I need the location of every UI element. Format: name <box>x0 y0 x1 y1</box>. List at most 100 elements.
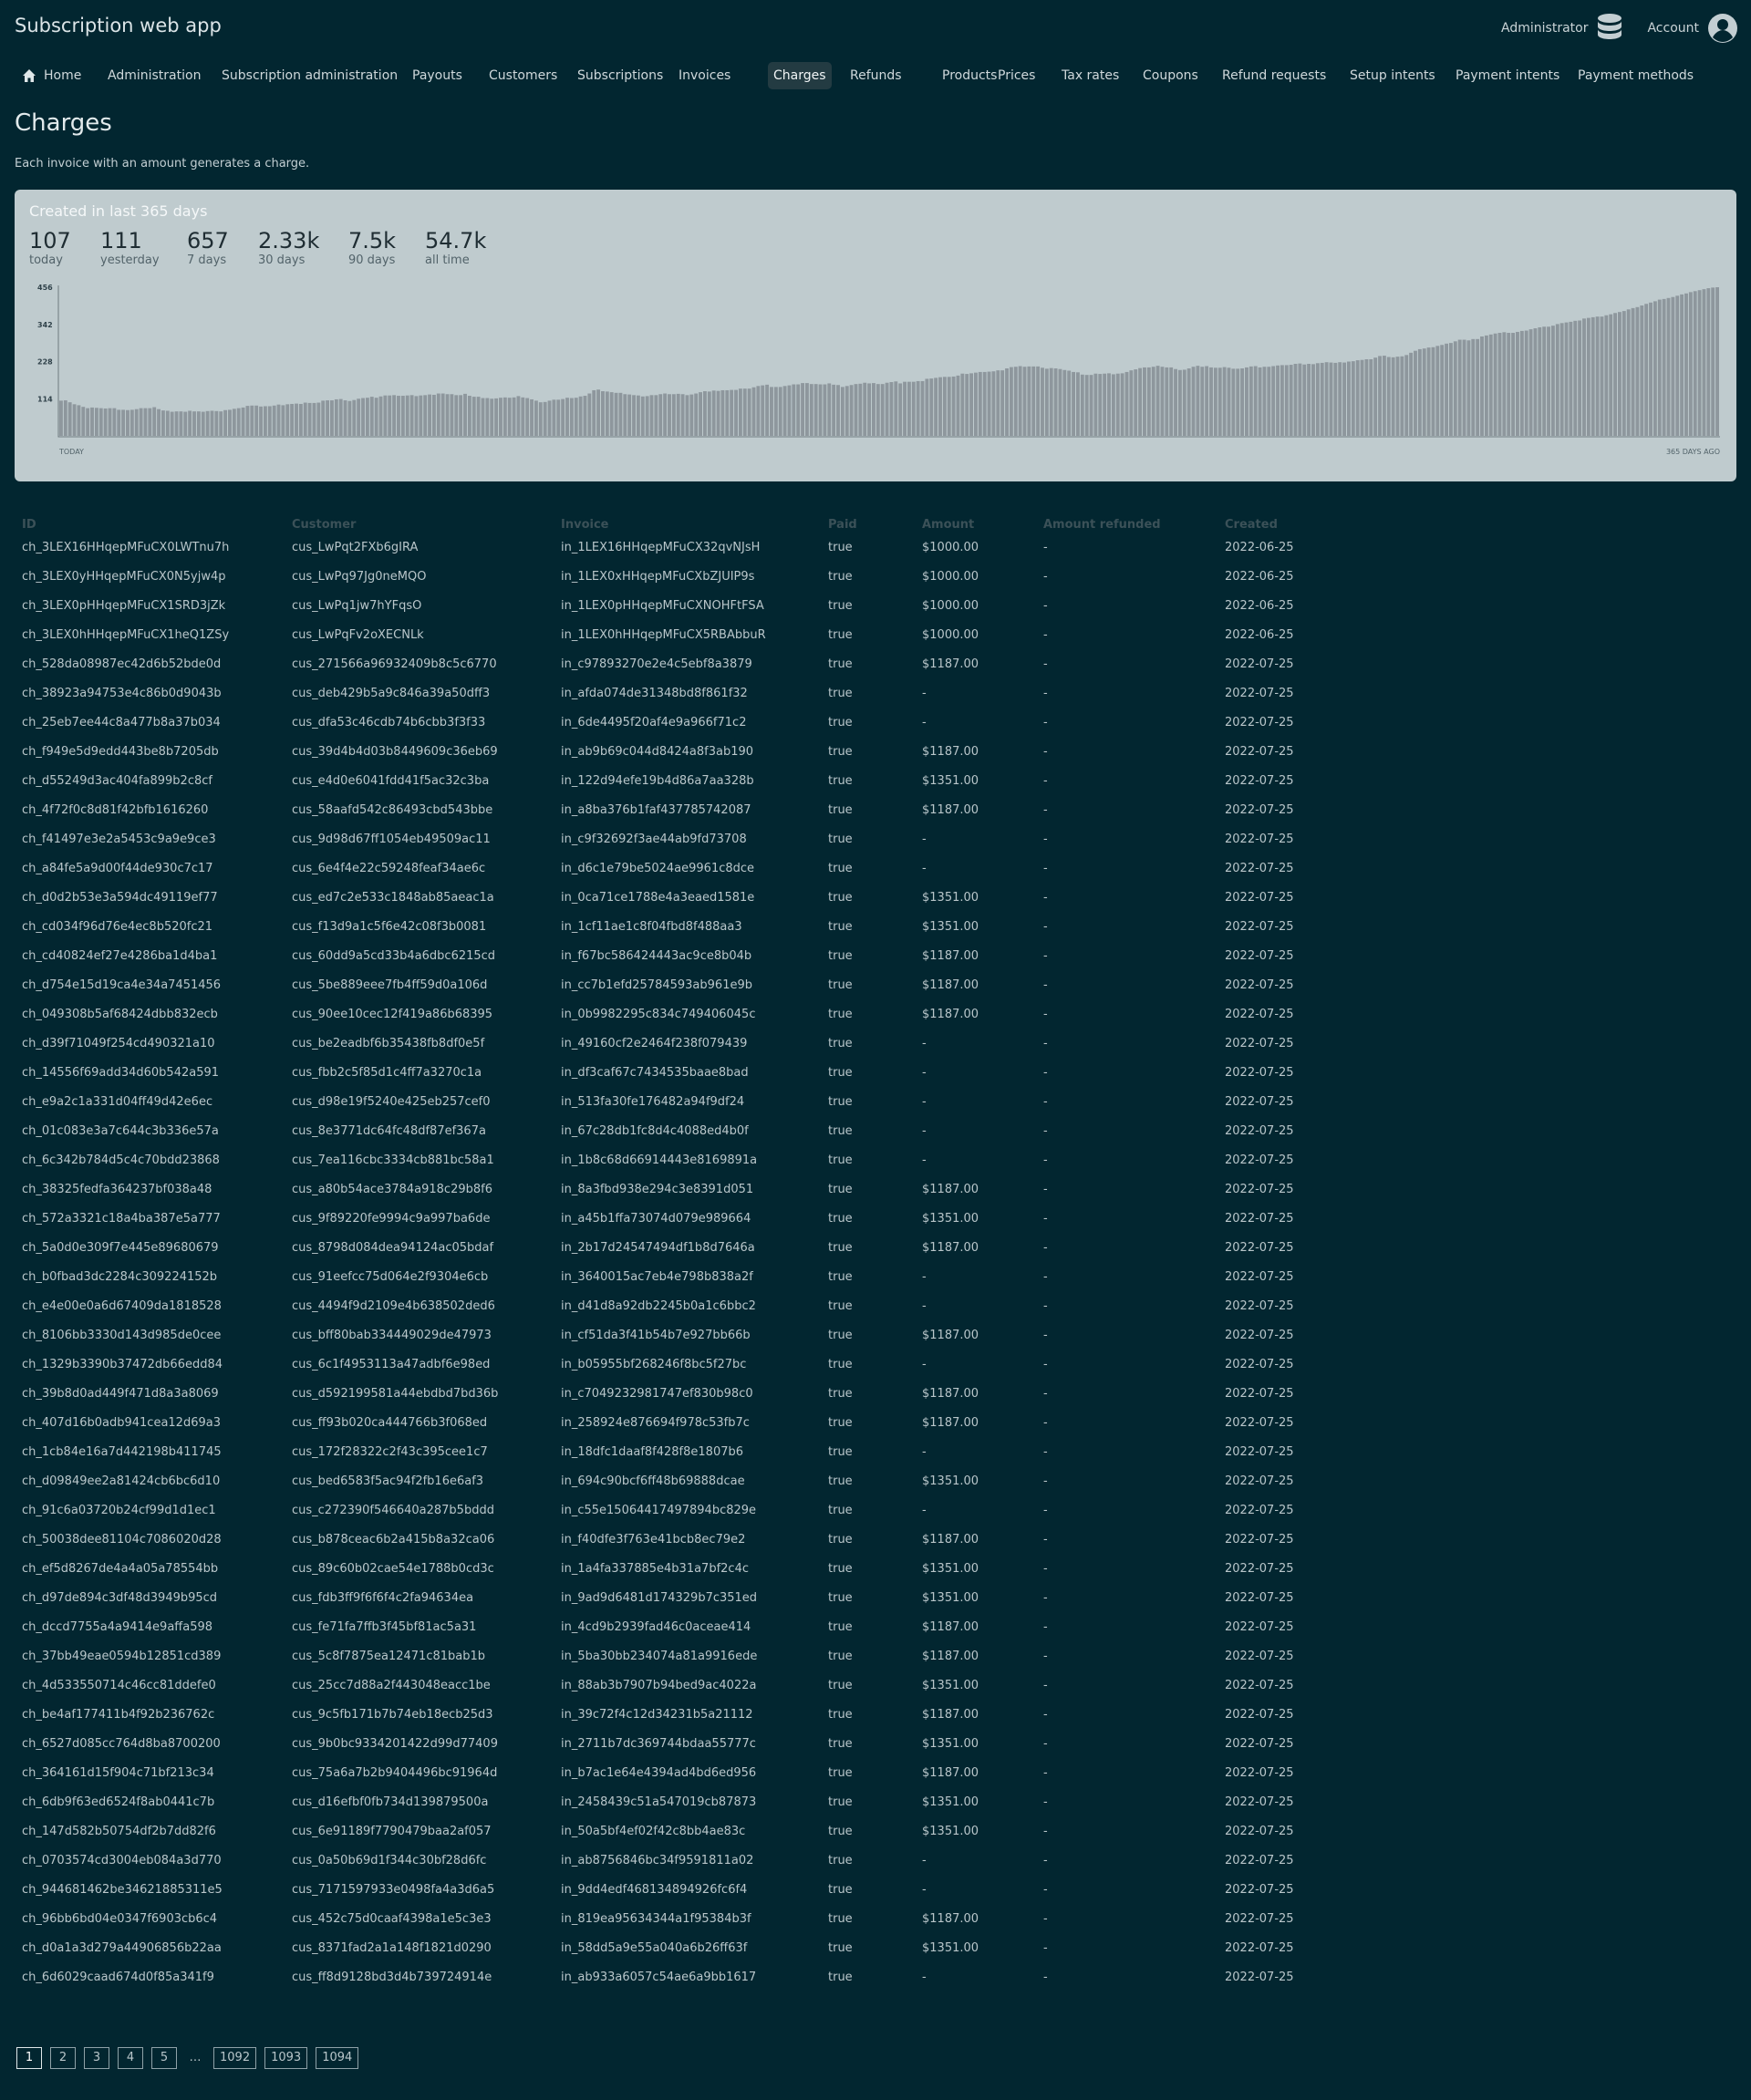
cell-invoice[interactable]: in_18dfc1daaf8f428f8e1807b6 <box>561 1445 744 1459</box>
cell-customer[interactable]: cus_e4d0e6041fdd41f5ac32c3ba <box>292 774 490 788</box>
nav-item-subscription-administration[interactable]: Subscription administration <box>216 62 403 89</box>
cell-customer[interactable]: cus_39d4b4d03b8449609c36eb69 <box>292 745 498 759</box>
cell-customer[interactable]: cus_LwPqt2FXb6gIRA <box>292 541 419 554</box>
table-row[interactable]: ch_d754e15d19ca4e34a7451456 cus_5be889eee… <box>15 978 1294 1008</box>
table-row[interactable]: ch_e4e00e0a6d67409da1818528 cus_4494f9d21… <box>15 1299 1294 1329</box>
cell-customer[interactable]: cus_5c8f7875ea12471c81bab1b <box>292 1650 486 1663</box>
cell-customer[interactable]: cus_d592199581a44ebdbd7bd36b <box>292 1387 499 1401</box>
table-row[interactable]: ch_1cb84e16a7d442198b411745 cus_172f28322… <box>15 1445 1294 1474</box>
cell-customer[interactable]: cus_9d98d67ff1054eb49509ac11 <box>292 833 491 846</box>
cell-invoice[interactable]: in_8a3fbd938e294c3e8391d051 <box>561 1183 754 1196</box>
cell-invoice[interactable]: in_4cd9b2939fad46c0aceae414 <box>561 1620 751 1634</box>
table-row[interactable]: ch_ef5d8267de4a4a05a78554bb cus_89c60b02c… <box>15 1562 1294 1591</box>
table-row[interactable]: ch_8106bb3330d143d985de0cee cus_bff80bab3… <box>15 1329 1294 1358</box>
cell-invoice[interactable]: in_f67bc586424443ac9ce8b04b <box>561 949 752 963</box>
cell-id[interactable]: ch_407d16b0adb941cea12d69a3 <box>22 1416 221 1430</box>
cell-id[interactable]: ch_50038dee81104c7086020d28 <box>22 1533 222 1547</box>
page-button-1092[interactable]: 1092 <box>213 2047 257 2069</box>
cell-id[interactable]: ch_944681462be34621885311e5 <box>22 1883 223 1897</box>
table-row[interactable]: ch_3LEX0hHHqepMFuCX1heQ1ZSy cus_LwPqFv2oX… <box>15 628 1294 657</box>
cell-id[interactable]: ch_cd40824ef27e4286ba1d4ba1 <box>22 949 218 963</box>
cell-id[interactable]: ch_3LEX0hHHqepMFuCX1heQ1ZSy <box>22 628 230 642</box>
table-row[interactable]: ch_50038dee81104c7086020d28 cus_b878ceac6… <box>15 1533 1294 1562</box>
cell-customer[interactable]: cus_a80b54ace3784a918c29b8f6 <box>292 1183 492 1196</box>
cell-customer[interactable]: cus_dfa53c46cdb74b6cbb3f3f33 <box>292 716 486 729</box>
table-row[interactable]: ch_f41497e3e2a5453c9a9e9ce3 cus_9d98d67ff… <box>15 833 1294 862</box>
cell-id[interactable]: ch_d754e15d19ca4e34a7451456 <box>22 978 222 992</box>
cell-invoice[interactable]: in_c9f32692f3ae44ab9fd73708 <box>561 833 747 846</box>
nav-item-refund-requests[interactable]: Refund requests <box>1217 62 1331 89</box>
cell-id[interactable]: ch_39b8d0ad449f471d8a3a8069 <box>22 1387 219 1401</box>
cell-id[interactable]: ch_572a3321c18a4ba387e5a777 <box>22 1212 221 1226</box>
table-row[interactable]: ch_6527d085cc764d8ba8700200 cus_9b0bc9334… <box>15 1737 1294 1766</box>
table-row[interactable]: ch_d39f71049f254cd490321a10 cus_be2eadbf6… <box>15 1037 1294 1066</box>
table-row[interactable]: ch_049308b5af68424dbb832ecb cus_90ee10cec… <box>15 1008 1294 1037</box>
table-row[interactable]: ch_d97de894c3df48d3949b95cd cus_fdb3ff9f6… <box>15 1591 1294 1620</box>
nav-item-setup-intents[interactable]: Setup intents <box>1344 62 1441 89</box>
cell-id[interactable]: ch_1329b3390b37472db66edd84 <box>22 1358 223 1371</box>
cell-customer[interactable]: cus_d98e19f5240e425eb257cef0 <box>292 1095 491 1109</box>
cell-id[interactable]: ch_1cb84e16a7d442198b411745 <box>22 1445 222 1459</box>
page-button-3[interactable]: 3 <box>84 2047 109 2069</box>
cell-id[interactable]: ch_ef5d8267de4a4a05a78554bb <box>22 1562 219 1576</box>
cell-customer[interactable]: cus_d16efbf0fb734d139879500a <box>292 1795 489 1809</box>
cell-customer[interactable]: cus_0a50b69d1f344c30bf28d6fc <box>292 1854 487 1867</box>
cell-id[interactable]: ch_6527d085cc764d8ba8700200 <box>22 1737 221 1751</box>
cell-invoice[interactable]: in_cf51da3f41b54b7e927bb66b <box>561 1329 751 1342</box>
nav-item-subscriptions[interactable]: Subscriptions <box>572 62 668 89</box>
page-button-1093[interactable]: 1093 <box>264 2047 308 2069</box>
cell-customer[interactable]: cus_271566a96932409b8c5c6770 <box>292 657 497 671</box>
cell-customer[interactable]: cus_9c5fb171b7b74eb18ecb25d3 <box>292 1708 493 1722</box>
table-row[interactable]: ch_39b8d0ad449f471d8a3a8069 cus_d59219958… <box>15 1387 1294 1416</box>
cell-id[interactable]: ch_96bb6bd04e0347f6903cb6c4 <box>22 1912 218 1926</box>
cell-invoice[interactable]: in_88ab3b7907b94bed9ac4022a <box>561 1679 757 1692</box>
nav-item-customers[interactable]: Customers <box>483 62 563 89</box>
nav-item-payouts[interactable]: Payouts <box>407 62 468 89</box>
cell-invoice[interactable]: in_2b17d24547494df1b8d7646a <box>561 1241 755 1255</box>
cell-id[interactable]: ch_0703574cd3004eb084a3d770 <box>22 1854 222 1867</box>
nav-item-payment-intents[interactable]: Payment intents <box>1450 62 1565 89</box>
page-button-4[interactable]: 4 <box>118 2047 143 2069</box>
cell-id[interactable]: ch_37bb49eae0594b12851cd389 <box>22 1650 222 1663</box>
column-header-paid[interactable]: Paid <box>828 518 857 532</box>
column-header-amount[interactable]: Amount <box>922 518 975 532</box>
table-row[interactable]: ch_528da08987ec42d6b52bde0d cus_271566a96… <box>15 657 1294 687</box>
cell-customer[interactable]: cus_fdb3ff9f6f6f4c2fa94634ea <box>292 1591 474 1605</box>
cell-id[interactable]: ch_d0d2b53e3a594dc49119ef77 <box>22 891 218 905</box>
cell-invoice[interactable]: in_6de4495f20af4e9a966f71c2 <box>561 716 747 729</box>
table-row[interactable]: ch_4f72f0c8d81f42bfb1616260 cus_58aafd542… <box>15 803 1294 833</box>
cell-invoice[interactable]: in_3640015ac7eb4e798b838a2f <box>561 1270 753 1284</box>
cell-customer[interactable]: cus_5be889eee7fb4ff59d0a106d <box>292 978 488 992</box>
cell-customer[interactable]: cus_fe71fa7ffb3f45bf81ac5a31 <box>292 1620 477 1634</box>
table-row[interactable]: ch_d0d2b53e3a594dc49119ef77 cus_ed7c2e533… <box>15 891 1294 920</box>
cell-customer[interactable]: cus_58aafd542c86493cbd543bbe <box>292 803 493 817</box>
cell-invoice[interactable]: in_c7049232981747ef830b98c0 <box>561 1387 753 1401</box>
cell-invoice[interactable]: in_f40dfe3f763e41bcb8ec79e2 <box>561 1533 746 1547</box>
cell-customer[interactable]: cus_9b0bc9334201422d99d77409 <box>292 1737 498 1751</box>
cell-invoice[interactable]: in_ab933a6057c54ae6a9bb1617 <box>561 1971 757 1984</box>
column-header-amount-refunded[interactable]: Amount refunded <box>1043 518 1161 532</box>
table-row[interactable]: ch_38923a94753e4c86b0d9043b cus_deb429b5a… <box>15 687 1294 716</box>
table-row[interactable]: ch_e9a2c1a331d04ff49d42e6ec cus_d98e19f52… <box>15 1095 1294 1124</box>
table-row[interactable]: ch_d55249d3ac404fa899b2c8cf cus_e4d0e6041… <box>15 774 1294 803</box>
cell-invoice[interactable]: in_1LEX0xHHqepMFuCXbZJUIP9s <box>561 570 755 584</box>
cell-invoice[interactable]: in_2458439c51a547019cb87873 <box>561 1795 757 1809</box>
cell-id[interactable]: ch_dccd7755a4a9414e9affa598 <box>22 1620 213 1634</box>
cell-invoice[interactable]: in_2711b7dc369744bdaa55777c <box>561 1737 756 1751</box>
cell-id[interactable]: ch_5a0d0e309f7e445e89680679 <box>22 1241 219 1255</box>
table-row[interactable]: ch_3LEX16HHqepMFuCX0LWTnu7h cus_LwPqt2FXb… <box>15 541 1294 570</box>
cell-invoice[interactable]: in_819ea95634344a1f95384b3f <box>561 1912 751 1926</box>
table-row[interactable]: ch_f949e5d9edd443be8b7205db cus_39d4b4d03… <box>15 745 1294 774</box>
cell-customer[interactable]: cus_LwPq1jw7hYFqsO <box>292 599 422 613</box>
cell-invoice[interactable]: in_5ba30bb234074a81a9916ede <box>561 1650 758 1663</box>
cell-id[interactable]: ch_be4af177411b4f92b236762c <box>22 1708 215 1722</box>
table-row[interactable]: ch_147d582b50754df2b7dd82f6 cus_6e91189f7… <box>15 1825 1294 1854</box>
cell-invoice[interactable]: in_a8ba376b1faf437785742087 <box>561 803 751 817</box>
cell-id[interactable]: ch_d09849ee2a81424cb6bc6d10 <box>22 1474 221 1488</box>
table-row[interactable]: ch_38325fedfa364237bf038a48 cus_a80b54ace… <box>15 1183 1294 1212</box>
cell-customer[interactable]: cus_ed7c2e533c1848ab85aeac1a <box>292 891 494 905</box>
app-title[interactable]: Subscription web app <box>15 15 222 36</box>
cell-id[interactable]: ch_3LEX0pHHqepMFuCX1SRD3jZk <box>22 599 226 613</box>
cell-invoice[interactable]: in_ab9b69c044d8424a8f3ab190 <box>561 745 754 759</box>
table-row[interactable]: ch_cd40824ef27e4286ba1d4ba1 cus_60dd9a5cd… <box>15 949 1294 978</box>
